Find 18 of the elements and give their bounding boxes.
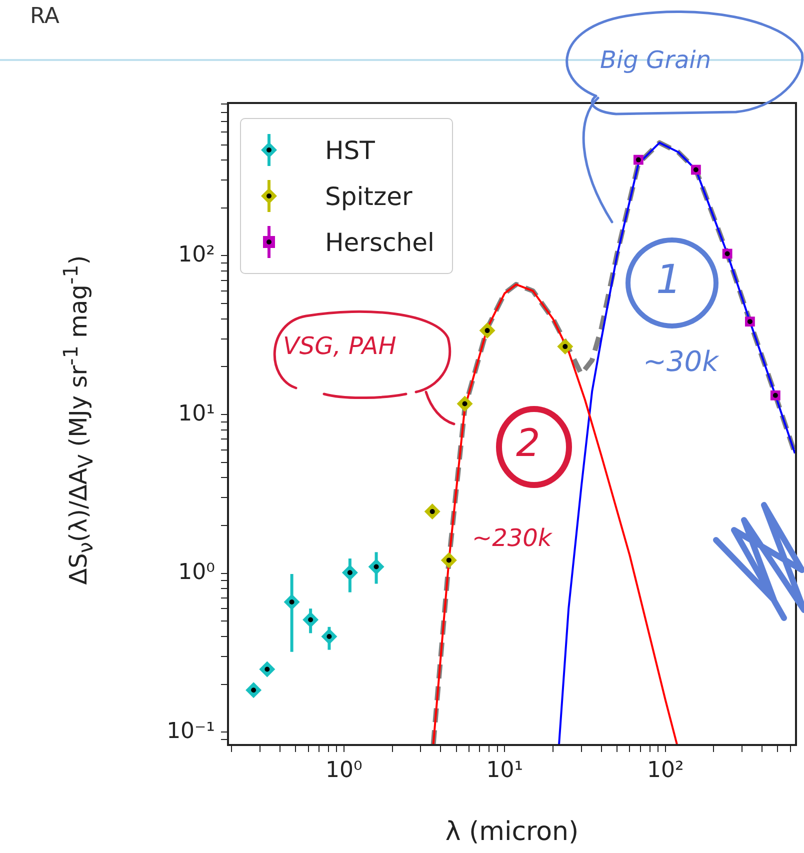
y-tick-label: 10⁰ <box>178 560 216 586</box>
x-tick-label: 10² <box>646 758 684 783</box>
x-axis-title: λ (micron) <box>445 817 579 848</box>
annotation: 2 <box>516 421 540 465</box>
annotation: VSG, PAH <box>283 332 396 360</box>
y-tick-label: 10¹ <box>178 401 215 426</box>
y-tick-label: 10⁻¹ <box>166 718 215 744</box>
annotation: ~230k <box>472 524 552 552</box>
y-tick-label: 10² <box>178 242 215 268</box>
x-tick-label: 10¹ <box>486 758 524 783</box>
legend-label: Spitzer <box>325 182 412 210</box>
text: RA <box>30 4 60 29</box>
annotation: 1 <box>656 257 682 303</box>
x-tick-label: 10⁰ <box>326 758 362 783</box>
text: Big Grain <box>600 46 712 74</box>
legend-label: Herschel <box>325 228 434 256</box>
annotation: ~30k <box>643 345 718 378</box>
legend-label: HST <box>325 136 375 164</box>
